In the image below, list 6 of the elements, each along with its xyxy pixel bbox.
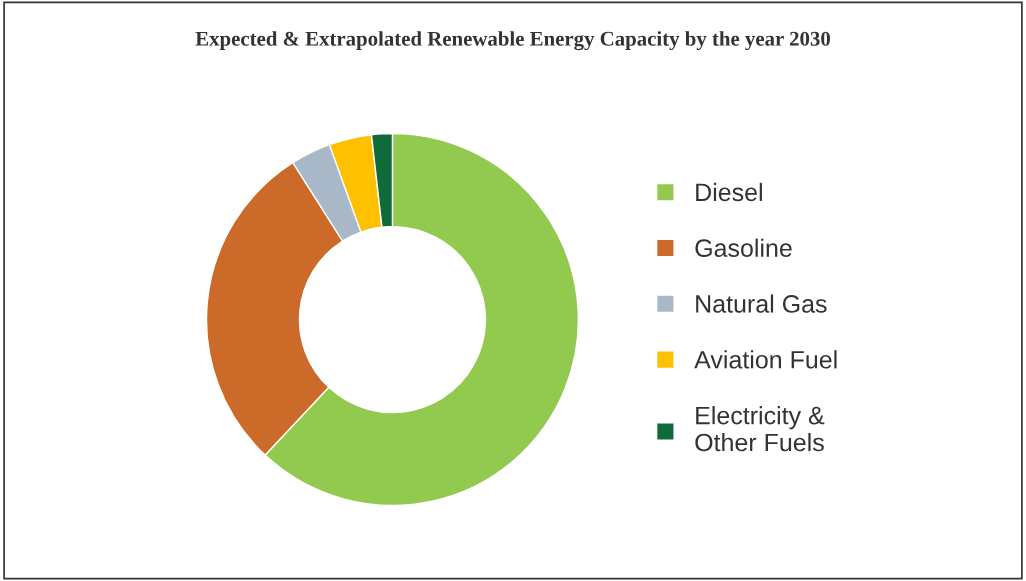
legend-label: Gasoline xyxy=(695,238,792,257)
chart-title: Expected & Extrapolated Renewable Energy Capacity by the year 2030 xyxy=(195,31,830,51)
legend-label: Natural Gas xyxy=(696,294,827,313)
legend-label: Diesel xyxy=(696,182,762,202)
legend-label: Electricity & Other Fuels xyxy=(695,406,825,452)
legend-label: Aviation Fuel xyxy=(694,350,837,369)
